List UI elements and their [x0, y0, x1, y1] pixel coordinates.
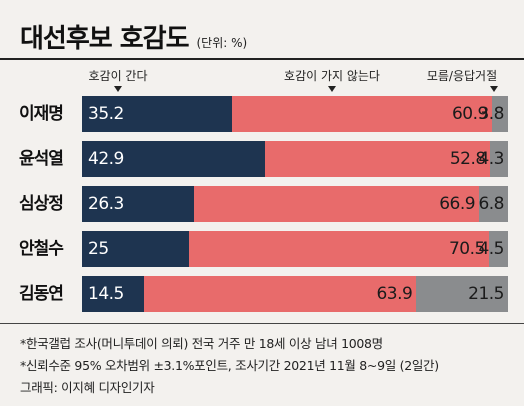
row-label-2: 심상정	[19, 194, 64, 214]
data-label-unfavorable-2: 66.9	[439, 194, 476, 214]
data-label-favorable-4: 14.5	[88, 284, 124, 304]
bar-favorable-1	[82, 141, 265, 177]
data-label-unknown-3: 4.5	[478, 239, 504, 259]
legend-favorable-arrow-icon	[114, 86, 122, 92]
data-label-unknown-1: 4.3	[478, 149, 504, 169]
bar-unknown-1	[489, 141, 508, 177]
credit-note: 그래픽: 이지혜 디자인기자	[20, 380, 155, 395]
chart-title: 대선후보 호감도	[20, 24, 189, 54]
legend-unknown: 모름/응답거절	[426, 69, 498, 83]
bar-unfavorable-0	[232, 96, 492, 132]
source-note: *한국갤럽 조사(머니투데이 의뢰) 전국 거주 만 18세 이상 남녀 100…	[20, 336, 383, 351]
data-label-favorable-1: 42.9	[88, 149, 124, 169]
data-label-unknown-0: 3.8	[478, 104, 504, 124]
row-label-1: 윤석열	[19, 149, 64, 169]
data-label-unknown-4: 21.5	[468, 284, 504, 304]
unit-label: (단위: %)	[196, 36, 248, 50]
bar-unknown-3	[488, 231, 508, 267]
top-divider	[0, 58, 524, 60]
legend-favorable: 호감이 간다	[88, 69, 148, 83]
bottom-divider	[0, 323, 524, 324]
data-label-favorable-3: 25	[88, 239, 109, 259]
data-label-unknown-2: 6.8	[478, 194, 504, 214]
bar-unknown-0	[491, 96, 508, 132]
row-label-0: 이재명	[19, 104, 64, 124]
row-label-3: 안철수	[19, 239, 64, 259]
bar-unknown-2	[479, 186, 508, 222]
data-label-favorable-2: 26.3	[88, 194, 124, 214]
bar-unfavorable-1	[264, 141, 490, 177]
data-label-unfavorable-1: 52.8	[449, 149, 486, 169]
bar-favorable-0	[82, 96, 233, 132]
data-label-unfavorable-3: 70.5	[448, 239, 485, 259]
legend-unknown-arrow-icon	[490, 86, 498, 92]
bar-favorable-2	[82, 186, 195, 222]
method-note: *신뢰수준 95% 오차범위 ±3.1%포인트, 조사기간 2021년 11월 …	[20, 358, 439, 373]
bar-favorable-3	[82, 231, 189, 267]
data-label-favorable-0: 35.2	[88, 104, 124, 124]
row-label-4: 김동연	[19, 284, 64, 304]
bar-favorable-4	[82, 276, 144, 312]
bar-unfavorable-4	[143, 276, 417, 312]
bar-unfavorable-2	[194, 186, 480, 222]
bar-unknown-4	[416, 276, 508, 312]
stacked-bar-chart: 이재명 35.2 60.9 3.8 윤석열 42.9 52.8 4.3 심상정 26.3 66.9 6…	[0, 96, 524, 321]
title-area: 대선후보 호감도 (단위: %)	[20, 18, 247, 55]
legend-unfavorable: 호감이 가지 않는다	[284, 69, 380, 83]
data-label-unfavorable-4: 63.9	[376, 284, 413, 304]
legend-unfavorable-arrow-icon	[328, 86, 336, 92]
bar-unfavorable-3	[188, 231, 489, 267]
data-label-unfavorable-0: 60.9	[451, 104, 488, 124]
